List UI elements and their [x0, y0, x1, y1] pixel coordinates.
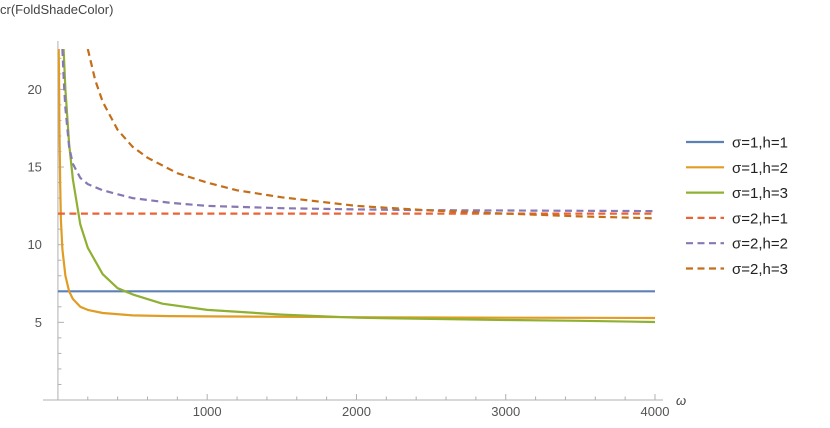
legend-label: σ=2,h=2: [732, 236, 788, 253]
legend-label: σ=2,h=1: [732, 210, 788, 227]
legend-label: σ=1,h=1: [732, 135, 788, 152]
y-axis-title: cr(FoldShadeColor): [0, 2, 113, 17]
y-tick-label: 5: [35, 315, 42, 330]
series-layer: [57, 49, 655, 324]
x-tick-label: 4000: [641, 404, 670, 419]
y-tick-label: 20: [27, 82, 41, 97]
legend-label: σ=1,h=3: [732, 185, 788, 202]
axes: 5 10 15 20 1000 2000 3000 4000: [27, 41, 669, 419]
legend-item: σ=1,h=3: [686, 185, 788, 202]
y-tick-label: 15: [27, 160, 41, 175]
legend-item: σ=1,h=1: [686, 135, 788, 152]
series-line-5: [61, 49, 655, 213]
legend-item: σ=2,h=2: [686, 236, 788, 253]
x-tick-label: 2000: [342, 404, 371, 419]
legend-item: σ=1,h=2: [686, 160, 788, 177]
series-line-2: [57, 49, 655, 320]
x-axis-title: ω: [676, 393, 686, 408]
x-tick-label: 3000: [491, 404, 520, 419]
y-tick-label: 10: [27, 237, 41, 252]
legend-item: σ=2,h=1: [686, 210, 788, 227]
legend-label: σ=2,h=3: [732, 261, 788, 278]
legend: σ=1,h=1 σ=1,h=2 σ=1,h=3 σ=2,h=1 σ=2,h=2 σ=2,h…: [686, 135, 788, 278]
legend-label: σ=1,h=2: [732, 160, 788, 177]
series-line-6: [86, 49, 655, 220]
x-tick-label: 1000: [193, 404, 222, 419]
series-line-3: [62, 49, 655, 324]
legend-item: σ=2,h=3: [686, 261, 788, 278]
